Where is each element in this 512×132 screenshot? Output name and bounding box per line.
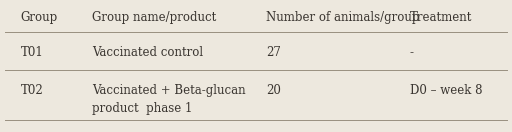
Text: Group name/product: Group name/product [92, 11, 217, 24]
Text: Vaccinated control: Vaccinated control [92, 46, 203, 59]
Text: T02: T02 [20, 84, 43, 97]
Text: Number of animals/group: Number of animals/group [266, 11, 420, 24]
Text: Vaccinated + Beta-glucan
product  phase 1: Vaccinated + Beta-glucan product phase 1 [92, 84, 246, 116]
Text: Treatment: Treatment [410, 11, 472, 24]
Text: Group: Group [20, 11, 58, 24]
Text: -: - [410, 46, 414, 59]
Text: D0 – week 8: D0 – week 8 [410, 84, 482, 97]
Text: 27: 27 [266, 46, 281, 59]
Text: 20: 20 [266, 84, 281, 97]
Text: T01: T01 [20, 46, 43, 59]
